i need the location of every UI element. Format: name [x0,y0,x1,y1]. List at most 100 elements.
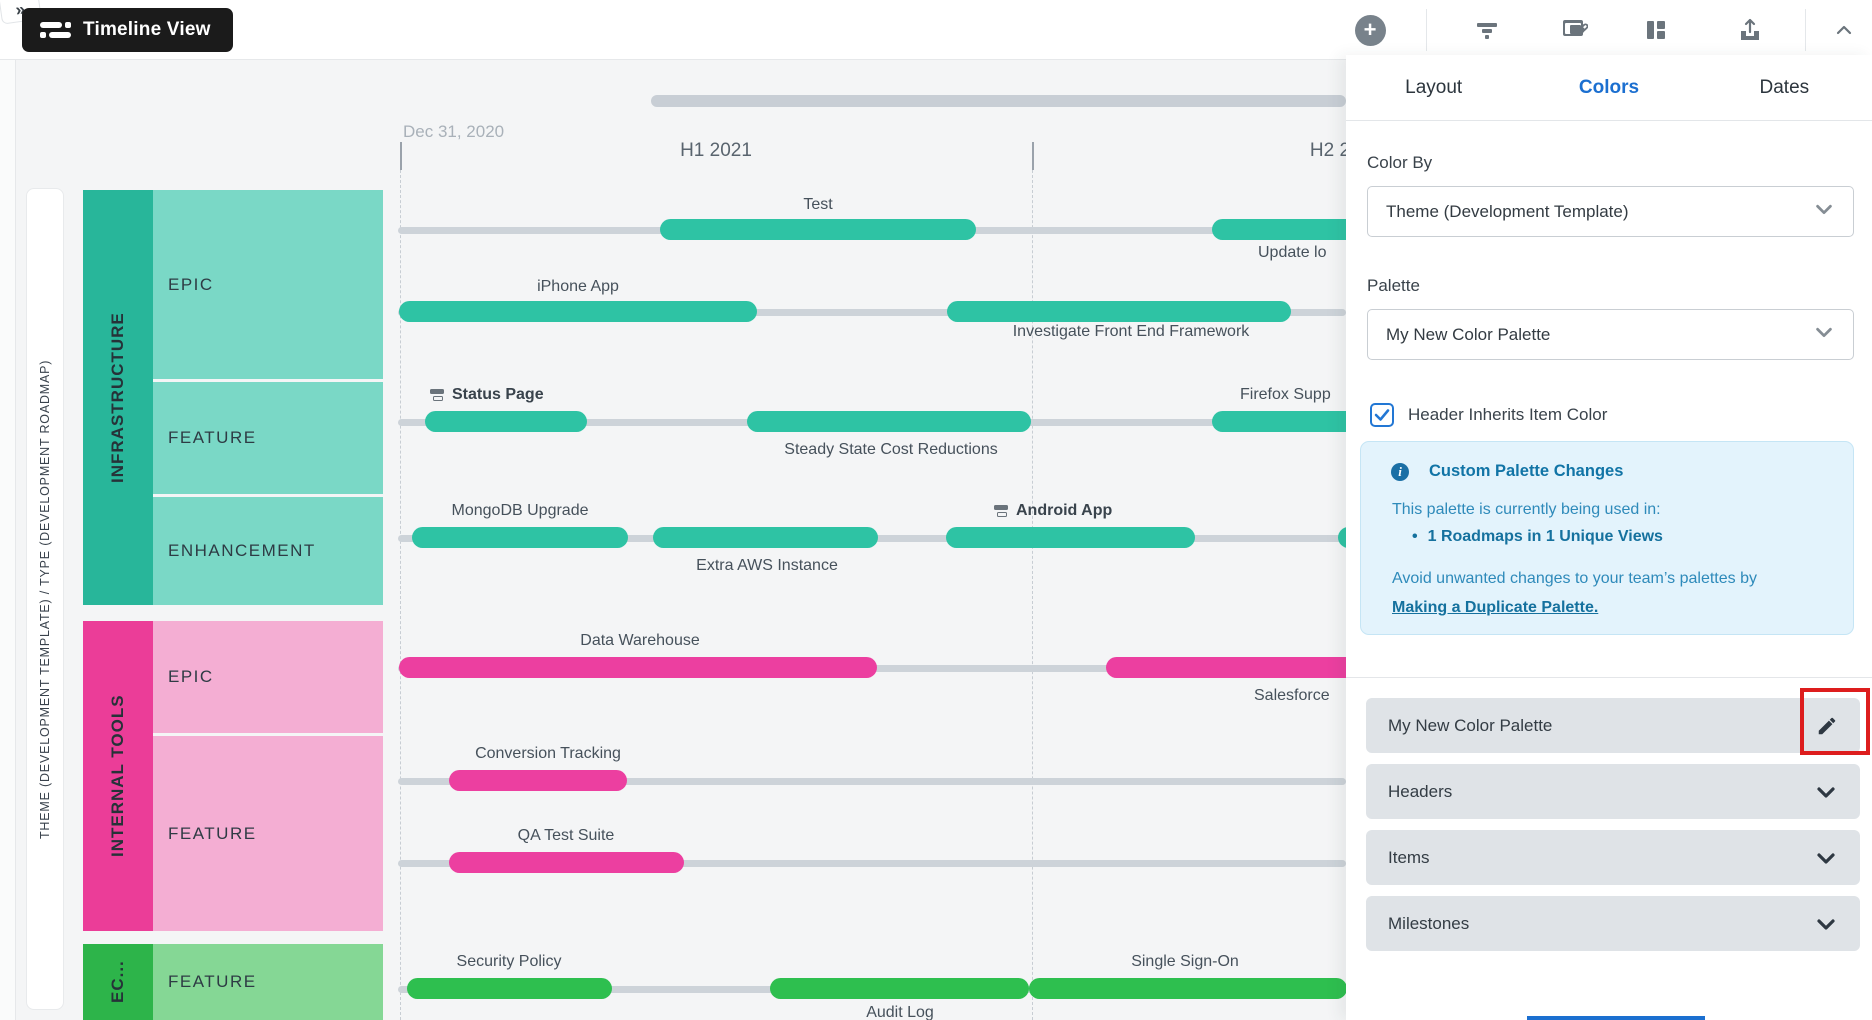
item-label-text: Steady State Cost Reductions [784,441,998,458]
palette-row-headers[interactable]: Headers [1366,764,1860,819]
item-track [398,778,1346,785]
palette-value: My New Color Palette [1386,324,1551,344]
item-label-android-app: Android App [994,502,1112,520]
item-label-security-policy: Security Policy [457,953,562,971]
color-by-select[interactable]: Theme (Development Template) [1367,186,1854,237]
timeline-bar-data-warehouse[interactable] [399,657,877,678]
checkbox-checked-icon[interactable] [1370,403,1394,427]
lane-label: EPIC [168,274,214,294]
timeline-bar-status-page[interactable] [425,411,587,432]
lane-internal-tools-feature: FEATURE [153,736,383,931]
info-icon: i [1391,462,1409,481]
palette-row-label: My New Color Palette [1388,715,1553,735]
item-label-text: Investigate Front End Framework [1012,323,1250,340]
collapse-panel-button[interactable] [1822,0,1866,60]
palette-row-label: Items [1388,847,1430,867]
timeline-bar-single-sign-on[interactable] [1029,978,1346,999]
item-label-text: Update lo [1258,244,1327,261]
add-item-button[interactable]: + [1348,0,1392,60]
panel-tabs: Layout Colors Dates [1346,55,1872,121]
toolbar-divider [1805,9,1806,51]
topbar-border [0,59,1346,60]
duplicate-palette-link[interactable]: Making a Duplicate Palette. [1392,599,1599,616]
item-label-text: iPhone App [537,278,619,295]
key-date-icon-part [433,396,443,401]
item-label-text: Conversion Tracking [475,745,621,762]
item-label-investigate-front-end-framework: Investigate Front End Framework [1013,323,1250,341]
layout-columns-icon [1647,21,1665,39]
timeline-bar-security-policy[interactable] [407,978,612,999]
timeline-bar-steady-state-cost-reductions[interactable] [747,411,1031,432]
item-label-text: Status Page [452,386,544,403]
palette-row-my-new-color-palette[interactable]: My New Color Palette [1366,698,1860,753]
timeline-bar-iphone-app[interactable] [399,301,757,322]
key-date-icon-part [430,389,444,394]
palette-select[interactable]: My New Color Palette [1367,309,1854,360]
axis-tick [1032,142,1034,170]
header-inherits-checkbox-row[interactable]: Header Inherits Item Color [1370,403,1607,427]
timeline-bar-test[interactable] [660,219,976,240]
annotation-highlight-box [1800,688,1870,755]
tab-dates[interactable]: Dates [1759,76,1810,98]
item-label-iphone-app: iPhone App [537,278,619,296]
timeline-bar-android-app[interactable] [946,527,1195,548]
lane-infrastructure-enhancement: ENHANCEMENT [153,497,383,605]
left-edge-strip [0,60,16,1020]
item-label-text: Security Policy [456,953,562,970]
item-label-salesforce: Salesforce [1254,687,1330,705]
key-date-icon [994,505,1008,517]
axis-period-h2-2: H2 2 [1309,140,1346,161]
timeline-view-button[interactable]: Timeline View [22,8,233,52]
tab-colors[interactable]: Colors [1578,76,1640,98]
edit-pencil-icon[interactable] [1816,715,1838,737]
group-header-internal-tools: INTERNAL TOOLS [83,621,153,931]
timeline-bar-update-lo[interactable] [1212,219,1346,240]
timeline-bar-investigate-front-end-framework[interactable] [947,301,1291,322]
chevron-down-icon[interactable] [1814,912,1838,936]
chevron-down-icon[interactable] [1814,846,1838,870]
item-label-audit-log: Audit Log [866,1004,934,1020]
timeline-bar-salesforce[interactable] [1106,657,1346,678]
theme-type-axis-label: THEME (DEVELOPMENT TEMPLATE) / TYPE (DEV… [38,359,52,839]
item-track [398,860,1346,867]
palette-row-label: Headers [1388,781,1453,801]
share-view-button[interactable] [1552,0,1596,60]
horizontal-scrollbar[interactable] [651,95,1346,107]
item-label-test: Test [803,196,832,214]
palette-row-milestones[interactable]: Milestones [1366,896,1860,951]
view-button-label: Timeline View [83,19,211,40]
lane-internal-tools-epic: EPIC [153,621,383,733]
key-date-icon-part [994,505,1008,510]
key-date-icon-part [997,512,1007,517]
timeline-bar-item[interactable] [1338,527,1346,548]
layout-columns-button[interactable] [1634,0,1678,60]
color-by-value: Theme (Development Template) [1386,201,1629,221]
top-bar: » Timeline View + [0,0,1872,60]
collapse-chevron-up-icon [1836,25,1852,35]
timeline-bar-audit-log[interactable] [770,978,1029,999]
palette-label: Palette [1367,276,1420,295]
timeline-bar-firefox-supp[interactable] [1212,411,1346,432]
color-by-label: Color By [1367,153,1433,172]
timeline-canvas: Dec 31, 2020 H1 2021 H2 2 THEME (DEVELOPM… [0,60,1346,1020]
colors-settings-panel: Layout Colors Dates Color By Theme (Develo… [1346,55,1872,1020]
toolbar: + [1340,0,1872,60]
chevron-down-icon [1813,321,1835,348]
timeline-bar-conversion-tracking[interactable] [449,770,627,791]
filter-button[interactable] [1465,0,1509,60]
filter-icon [1477,23,1497,39]
lane-label: FEATURE [168,428,257,447]
info-bullet: 1 Roadmaps in 1 Unique Views [1412,528,1663,546]
export-button[interactable] [1728,0,1772,60]
item-label-text: Android App [1016,502,1113,519]
item-label-steady-state-cost-reductions: Steady State Cost Reductions [784,441,997,459]
info-line1: This palette is currently being used in: [1392,501,1661,518]
timeline-bar-extra-aws-instance[interactable] [653,527,878,548]
tab-layout[interactable]: Layout [1405,76,1463,98]
add-item-icon: + [1354,14,1386,46]
timeline-bar-mongodb-upgrade[interactable] [412,527,628,548]
item-label-text: Single Sign-On [1131,953,1239,970]
timeline-bar-qa-test-suite[interactable] [449,852,684,873]
chevron-down-icon[interactable] [1814,780,1838,804]
palette-row-items[interactable]: Items [1366,830,1860,885]
